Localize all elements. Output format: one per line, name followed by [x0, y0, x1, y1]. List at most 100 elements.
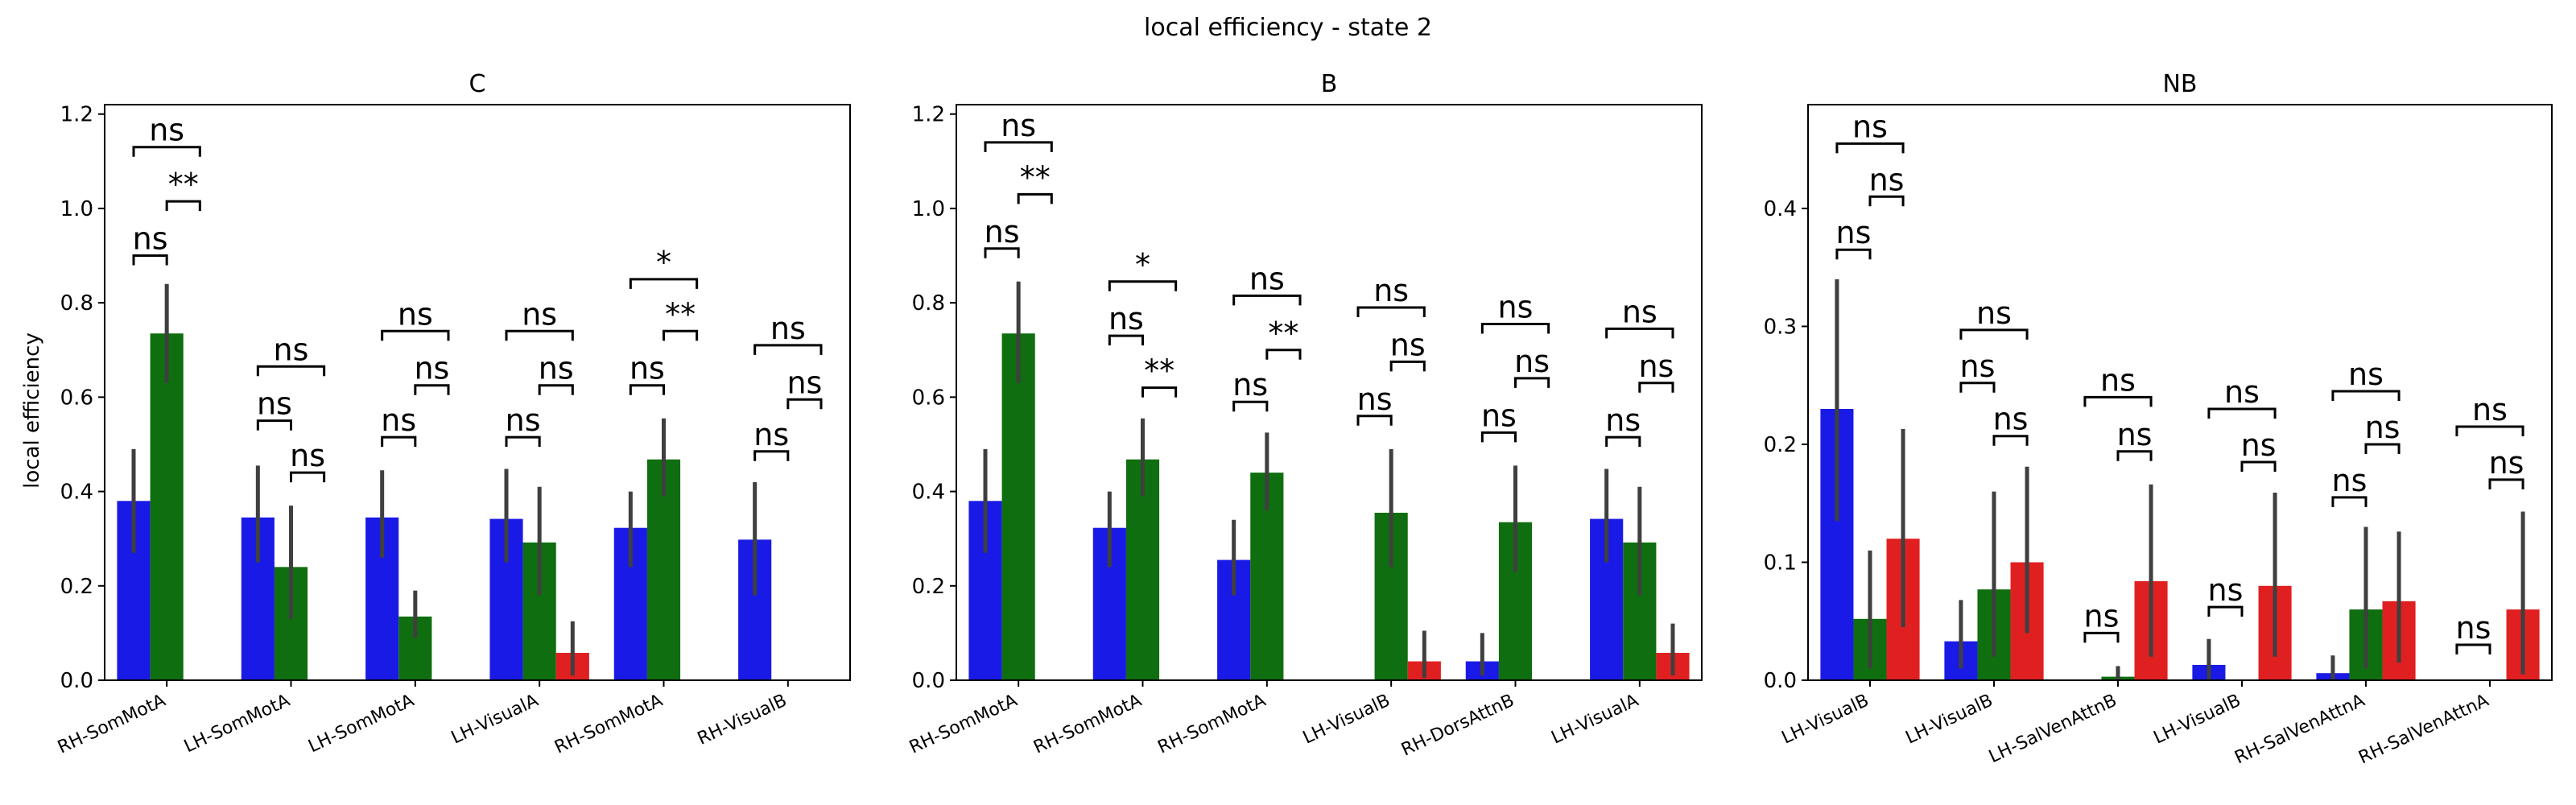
significance-label: ns: [398, 296, 433, 332]
significance-bracket: [984, 247, 1020, 258]
significance-bracket: [256, 419, 292, 431]
significance-label: ns: [1836, 215, 1872, 250]
significance-label: ns: [753, 417, 789, 452]
plot-frame: [1807, 104, 2553, 681]
significance-label: ns: [1605, 402, 1641, 438]
x-tick-label: LH-VisualA: [1549, 691, 1642, 749]
significance-bracket: [2083, 395, 2153, 407]
significance-bracket: [1835, 142, 1905, 154]
significance-bracket: [132, 254, 168, 266]
significance-bracket: [290, 471, 326, 483]
significance-bracket: [2240, 460, 2277, 472]
y-tick-label: 0.2: [912, 575, 945, 599]
panel-c: Cns**nsnsnsnsnsnsnsnsnsnsns***nsnsns0.00…: [55, 70, 851, 758]
significance-label: **: [1144, 353, 1174, 389]
significance-bracket: [505, 436, 541, 448]
y-tick-label: 1.2: [60, 103, 93, 127]
significance-bracket: [1835, 248, 1872, 260]
y-tick-label: 0.0: [1764, 669, 1797, 693]
significance-bracket: [1605, 436, 1641, 448]
significance-label: ns: [1976, 295, 2012, 331]
x-tick-label: RH-SomMotA: [1155, 691, 1269, 758]
significance-bracket: [2207, 605, 2244, 617]
x-tick-label: RH-SalVenAttnA: [2355, 691, 2491, 769]
significance-label: ns: [1249, 261, 1285, 296]
x-tick-label: LH-VisualB: [2151, 691, 2244, 749]
significance-bracket: [132, 146, 201, 157]
y-tick-label: 0.4: [60, 481, 93, 505]
significance-bracket: [629, 384, 665, 395]
significance-bracket: [1017, 192, 1053, 204]
significance-bracket: [381, 436, 417, 448]
significance-label: **: [1268, 316, 1298, 351]
significance-bracket: [414, 384, 450, 395]
significance-bracket: [2083, 631, 2120, 643]
significance-label: ns: [2084, 598, 2120, 634]
y-tick-label: 0.1: [1764, 551, 1797, 575]
y-tick-label: 0.0: [912, 669, 945, 693]
x-tick-label: RH-SomMotA: [1030, 691, 1145, 758]
significance-label: *: [656, 245, 671, 280]
y-axis-label: local efficiency: [20, 332, 44, 489]
significance-bracket: [2331, 390, 2401, 402]
significance-label: ns: [1232, 367, 1268, 402]
significance-bracket: [2207, 407, 2277, 419]
y-tick-label: 0.6: [60, 386, 93, 410]
significance-label: ns: [133, 221, 168, 257]
significance-bracket: [2455, 643, 2491, 655]
significance-label: ns: [630, 351, 665, 386]
significance-label: ns: [274, 332, 309, 367]
bar: [150, 333, 184, 680]
panel-title: C: [469, 70, 486, 98]
x-tick-label: LH-VisualB: [1300, 691, 1393, 749]
significance-bracket: [2364, 443, 2401, 454]
significance-bracket: [786, 398, 823, 410]
significance-label: ns: [149, 113, 184, 148]
y-tick-label: 0.0: [60, 669, 93, 693]
significance-label: ns: [1638, 349, 1674, 384]
significance-bracket: [1638, 382, 1674, 393]
significance-label: ns: [2365, 410, 2401, 445]
significance-label: ns: [1852, 109, 1888, 144]
significance-bracket: [753, 344, 823, 355]
panel-nb: NB ns ns ns ns ns ns ns ns ns ns ns ns ns ns ns ns ns ns 0.…: [1764, 70, 2553, 769]
y-tick-label: 0.8: [912, 291, 945, 316]
y-tick-label: 0.2: [1764, 433, 1797, 457]
significance-label: ns: [1622, 294, 1657, 329]
significance-bracket: [2488, 478, 2524, 489]
significance-label: ns: [506, 402, 541, 438]
y-tick-label: 1.0: [60, 197, 93, 221]
y-tick-label: 0.2: [60, 575, 93, 599]
panel-b: Bns**nsns***ns**nsnsnsnsnsnsnsnsnsns0.00…: [906, 70, 1703, 761]
figure-title: local efficiency - state 2: [1144, 14, 1432, 42]
y-tick-label: 0.6: [912, 386, 945, 410]
significance-label: ns: [2241, 427, 2277, 463]
panel-title: NB: [2162, 70, 2197, 98]
significance-bracket: [165, 200, 201, 212]
significance-label: ns: [1108, 301, 1144, 336]
significance-label: ns: [2472, 392, 2508, 427]
significance-bracket: [1356, 415, 1393, 426]
significance-label: ns: [1514, 344, 1550, 379]
significance-bracket: [1959, 382, 1996, 393]
significance-bracket: [1605, 327, 1674, 339]
significance-label: ns: [1001, 108, 1036, 143]
significance-label: ns: [2348, 357, 2384, 392]
significance-bracket: [1480, 431, 1517, 443]
significance-bracket: [1868, 195, 1905, 207]
x-tick-label: RH-SalVenAttnA: [2231, 691, 2368, 769]
significance-bracket: [505, 329, 574, 341]
significance-bracket: [256, 365, 326, 377]
significance-bracket: [1108, 334, 1144, 346]
significance-bracket: [1992, 435, 2029, 446]
bar: [1001, 333, 1035, 680]
significance-label: ns: [2456, 610, 2491, 646]
y-tick-label: 0.8: [60, 291, 93, 316]
y-tick-label: 0.4: [912, 481, 945, 505]
significance-label: ns: [1357, 382, 1393, 417]
significance-label: ns: [786, 365, 822, 400]
significance-label: ns: [290, 438, 325, 473]
x-tick-label: RH-SomMotA: [55, 691, 169, 758]
significance-label: *: [1135, 247, 1150, 283]
significance-label: **: [665, 296, 696, 332]
